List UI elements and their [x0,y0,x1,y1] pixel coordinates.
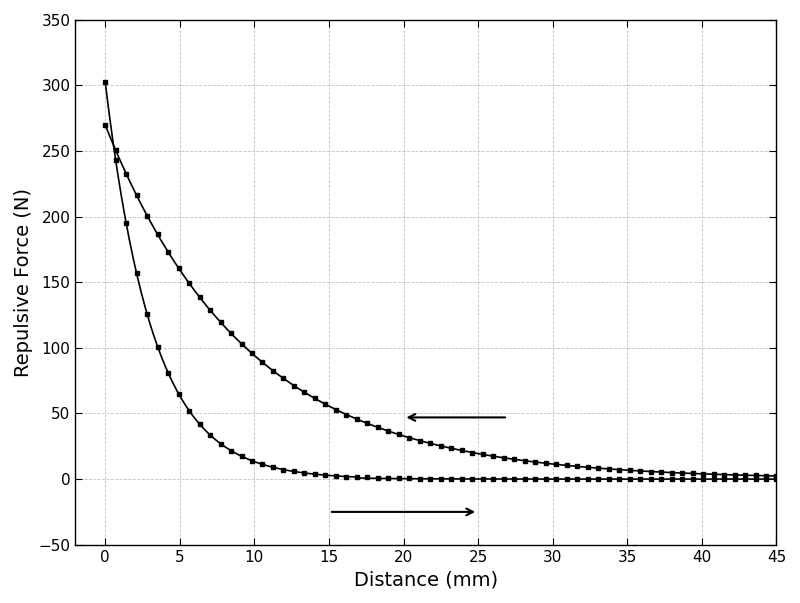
Y-axis label: Repulsive Force (N): Repulsive Force (N) [14,188,33,377]
X-axis label: Distance (mm): Distance (mm) [354,570,498,589]
